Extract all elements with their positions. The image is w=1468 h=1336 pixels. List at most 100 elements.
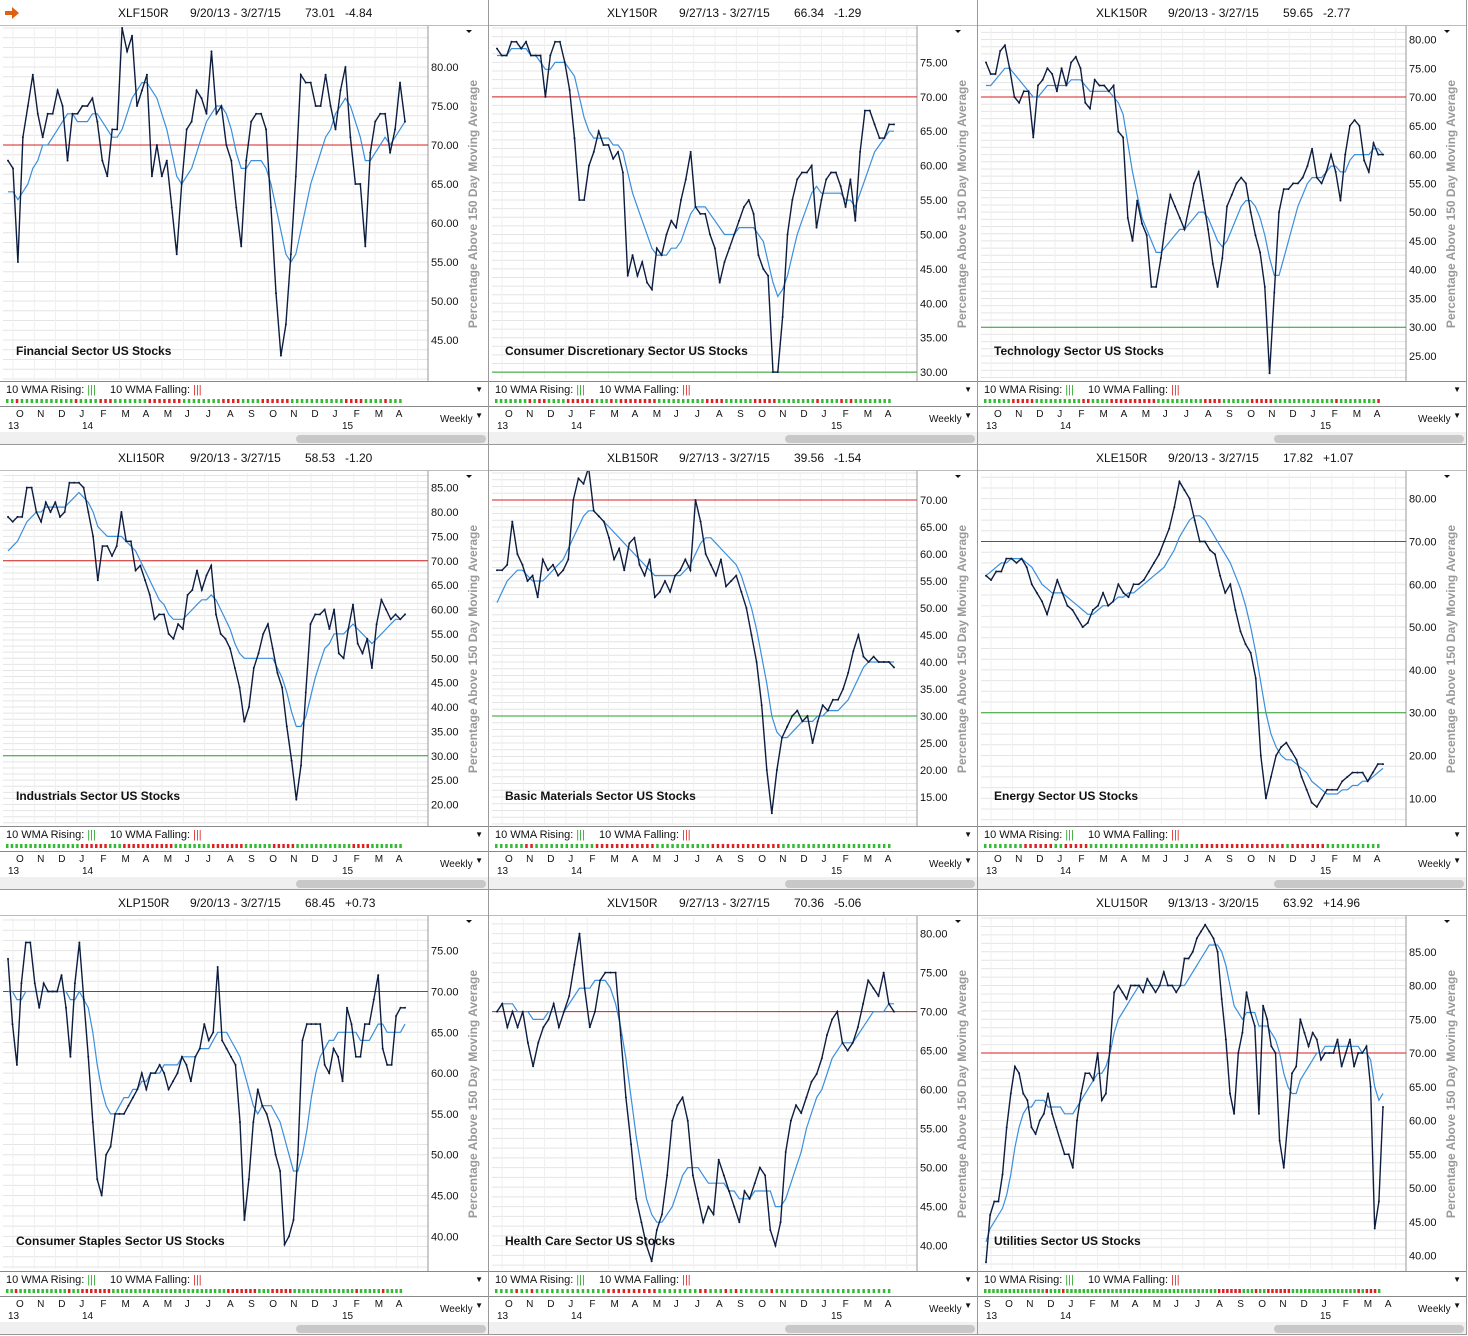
- wma-dot: [182, 399, 186, 403]
- horizontal-scrollbar[interactable]: [489, 1322, 977, 1334]
- timeframe-dropdown-icon[interactable]: ▼: [475, 1301, 483, 1310]
- arrow-right-icon[interactable]: [5, 7, 19, 19]
- price-point: [563, 1010, 566, 1013]
- month-label: J: [79, 854, 85, 865]
- price-point: [619, 1034, 622, 1036]
- horizontal-scrollbar[interactable]: [978, 877, 1466, 889]
- scrollbar-thumb[interactable]: [296, 435, 486, 443]
- scrollbar-thumb[interactable]: [296, 1325, 486, 1333]
- wma-dot: [499, 399, 503, 403]
- price-point: [1216, 950, 1219, 953]
- wma-dot: [127, 844, 131, 848]
- wma-dot: [1139, 1289, 1143, 1293]
- y-tick-label: 50.00: [920, 603, 948, 615]
- wma-dot: [340, 399, 343, 403]
- price-point: [1291, 1072, 1294, 1075]
- price-point: [78, 941, 81, 944]
- wma-dot: [767, 844, 770, 848]
- scrollbar-thumb[interactable]: [1274, 1325, 1464, 1333]
- wma-dropdown-icon[interactable]: ▼: [475, 830, 483, 839]
- horizontal-scrollbar[interactable]: [489, 877, 977, 889]
- price-point: [235, 206, 238, 209]
- chart-symbol: XLI150R: [118, 451, 165, 465]
- wma-dot: [315, 399, 319, 403]
- price-point: [877, 995, 880, 997]
- wma-dot: [694, 1289, 697, 1293]
- price-point: [989, 1214, 992, 1216]
- price-point: [631, 254, 634, 257]
- wma-dot: [600, 399, 603, 403]
- price-point: [1025, 566, 1028, 569]
- wma-dropdown-icon[interactable]: ▼: [964, 830, 972, 839]
- horizontal-scrollbar[interactable]: [0, 877, 488, 889]
- price-point: [868, 109, 871, 112]
- timeframe-dropdown-icon[interactable]: ▼: [1453, 411, 1461, 420]
- timeframe-select[interactable]: Weekly: [929, 1304, 962, 1315]
- price-point: [1275, 754, 1278, 757]
- timeframe-select[interactable]: Weekly: [440, 1304, 473, 1315]
- scrollbar-thumb[interactable]: [785, 1325, 975, 1333]
- price-point: [1195, 937, 1198, 940]
- timeframe-select[interactable]: Weekly: [440, 414, 473, 425]
- timeframe-select[interactable]: Weekly: [1418, 859, 1451, 870]
- wma-dot: [38, 844, 42, 848]
- timeframe-dropdown-icon[interactable]: ▼: [964, 1301, 972, 1310]
- timeframe-dropdown-icon[interactable]: ▼: [1453, 856, 1461, 865]
- month-label: A: [884, 854, 892, 865]
- wma-dot: [379, 399, 382, 403]
- wma-dot: [597, 1289, 600, 1293]
- timeframe-dropdown-icon[interactable]: ▼: [964, 856, 972, 865]
- wma-dot: [1096, 399, 1099, 403]
- price-point: [116, 128, 119, 131]
- wma-dropdown-icon[interactable]: ▼: [1453, 385, 1461, 394]
- price-point: [1086, 621, 1089, 624]
- scrollbar-thumb[interactable]: [1274, 880, 1464, 888]
- timeframe-select[interactable]: Weekly: [929, 859, 962, 870]
- price-point: [271, 647, 274, 650]
- price-point: [262, 632, 265, 635]
- horizontal-scrollbar[interactable]: [0, 1322, 488, 1334]
- timeframe-select[interactable]: Weekly: [1418, 1304, 1451, 1315]
- scrollbar-thumb[interactable]: [1274, 435, 1464, 443]
- wma-dot: [600, 844, 604, 848]
- wma-dropdown-icon[interactable]: ▼: [964, 385, 972, 394]
- price-point: [1168, 527, 1171, 530]
- timeframe-dropdown-icon[interactable]: ▼: [475, 411, 483, 420]
- wma-dot: [1210, 844, 1214, 848]
- timeframe-dropdown-icon[interactable]: ▼: [964, 411, 972, 420]
- month-label: F: [842, 409, 849, 420]
- wma-dot: [329, 844, 332, 848]
- horizontal-scrollbar[interactable]: [0, 432, 488, 444]
- timeframe-dropdown-icon[interactable]: ▼: [1453, 1301, 1461, 1310]
- price-point: [1051, 596, 1054, 599]
- wma-dropdown-icon[interactable]: ▼: [475, 385, 483, 394]
- wma-dropdown-icon[interactable]: ▼: [964, 1275, 972, 1284]
- wma-dot: [801, 399, 805, 403]
- wma-dot: [221, 844, 224, 848]
- wma-dot: [1345, 1289, 1348, 1293]
- timeframe-select[interactable]: Weekly: [1418, 414, 1451, 425]
- scrollbar-thumb[interactable]: [785, 435, 975, 443]
- wma-dot: [1029, 1289, 1032, 1293]
- wma-dropdown-icon[interactable]: ▼: [1453, 1275, 1461, 1284]
- last-value: 59.65: [1283, 6, 1314, 20]
- scrollbar-thumb[interactable]: [296, 880, 486, 888]
- timeframe-select[interactable]: Weekly: [440, 859, 473, 870]
- horizontal-scrollbar[interactable]: [489, 432, 977, 444]
- timeframe-dropdown-icon[interactable]: ▼: [475, 856, 483, 865]
- wma-dropdown-icon[interactable]: ▼: [475, 1275, 483, 1284]
- price-point: [1239, 630, 1242, 633]
- price-point: [831, 698, 834, 701]
- price-point: [1175, 991, 1178, 994]
- wma-dot: [241, 399, 245, 403]
- timeframe-select[interactable]: Weekly: [929, 414, 962, 425]
- horizontal-scrollbar[interactable]: [978, 432, 1466, 444]
- wma-dot: [1119, 1289, 1122, 1293]
- wma-dot: [632, 1289, 636, 1293]
- price-point: [26, 105, 29, 107]
- wma-dot: [6, 399, 9, 403]
- horizontal-scrollbar[interactable]: [978, 1322, 1466, 1334]
- price-point: [709, 233, 712, 236]
- wma-dropdown-icon[interactable]: ▼: [1453, 830, 1461, 839]
- scrollbar-thumb[interactable]: [785, 880, 975, 888]
